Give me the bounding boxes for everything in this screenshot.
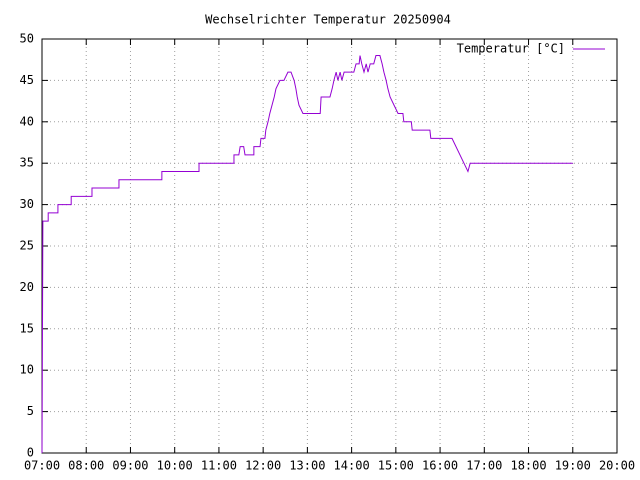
x-tick-label: 20:00 [599, 459, 635, 473]
x-tick-label: 07:00 [24, 459, 60, 473]
data-line [41, 55, 573, 454]
legend-label: Temperatur [°C] [457, 42, 565, 56]
x-tick-label: 15:00 [378, 459, 414, 473]
x-tick-label: 17:00 [466, 459, 502, 473]
y-tick-label: 50 [20, 32, 34, 46]
x-tick-label: 09:00 [112, 459, 148, 473]
x-tick-label: 11:00 [201, 459, 237, 473]
x-tick-label: 14:00 [334, 459, 370, 473]
y-tick-label: 35 [20, 156, 34, 170]
y-tick-label: 0 [27, 446, 34, 460]
y-tick-label: 25 [20, 239, 34, 253]
x-tick-label: 08:00 [68, 459, 104, 473]
y-tick-label: 20 [20, 280, 34, 294]
x-tick-label: 19:00 [555, 459, 591, 473]
y-tick-label: 45 [20, 73, 34, 87]
chart-title: Wechselrichter Temperatur 20250904 [205, 13, 451, 27]
x-tick-label: 10:00 [157, 459, 193, 473]
y-tick-label: 40 [20, 114, 34, 128]
x-tick-label: 16:00 [422, 459, 458, 473]
y-tick-label: 10 [20, 363, 34, 377]
y-tick-label: 30 [20, 197, 34, 211]
x-tick-label: 13:00 [289, 459, 325, 473]
x-tick-label: 18:00 [510, 459, 546, 473]
y-tick-label: 15 [20, 321, 34, 335]
y-tick-label: 5 [27, 404, 34, 418]
plot-border [41, 38, 618, 454]
x-tick-label: 12:00 [245, 459, 281, 473]
